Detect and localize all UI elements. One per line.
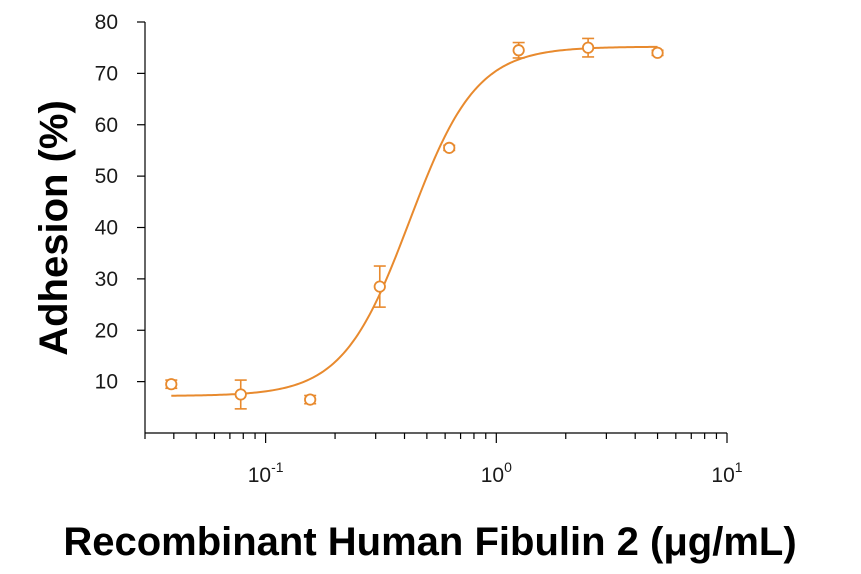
plot-area <box>165 37 664 410</box>
data-point <box>234 388 247 401</box>
y-axis: 10 20 30 40 50 60 70 80 <box>95 11 146 433</box>
x-axis: 10-1 100 101 <box>144 432 743 487</box>
x-tick-base: 10 <box>711 464 734 487</box>
data-point <box>304 393 317 406</box>
y-tick-label: 10 <box>95 371 118 394</box>
fit-curve <box>171 45 658 397</box>
y-tick-label: 30 <box>95 268 118 291</box>
x-tick-label: 100 <box>481 459 512 487</box>
x-tick-base: 10 <box>481 464 504 487</box>
data-point <box>582 41 595 54</box>
data-point <box>373 280 386 293</box>
data-point <box>651 46 664 59</box>
y-axis-title: Adhesion (%) <box>32 100 76 356</box>
data-point <box>443 141 456 154</box>
x-tick-base: 10 <box>248 464 271 487</box>
x-tick-label: 10-1 <box>248 459 284 487</box>
y-tick-label: 20 <box>95 319 118 342</box>
y-tick-label: 50 <box>95 165 118 188</box>
x-tick-exponent: 0 <box>504 459 512 475</box>
x-axis-title: Recombinant Human Fibulin 2 (μg/mL) <box>63 520 796 564</box>
y-tick-label: 60 <box>95 114 118 137</box>
x-tick-exponent: 1 <box>735 459 743 475</box>
data-point <box>165 378 178 391</box>
y-tick-label: 40 <box>95 217 118 240</box>
x-tick-label: 101 <box>711 459 742 487</box>
y-tick-label: 70 <box>95 62 118 85</box>
data-point <box>512 44 525 57</box>
x-tick-exponent: -1 <box>271 459 284 475</box>
y-tick-label: 80 <box>95 11 118 34</box>
